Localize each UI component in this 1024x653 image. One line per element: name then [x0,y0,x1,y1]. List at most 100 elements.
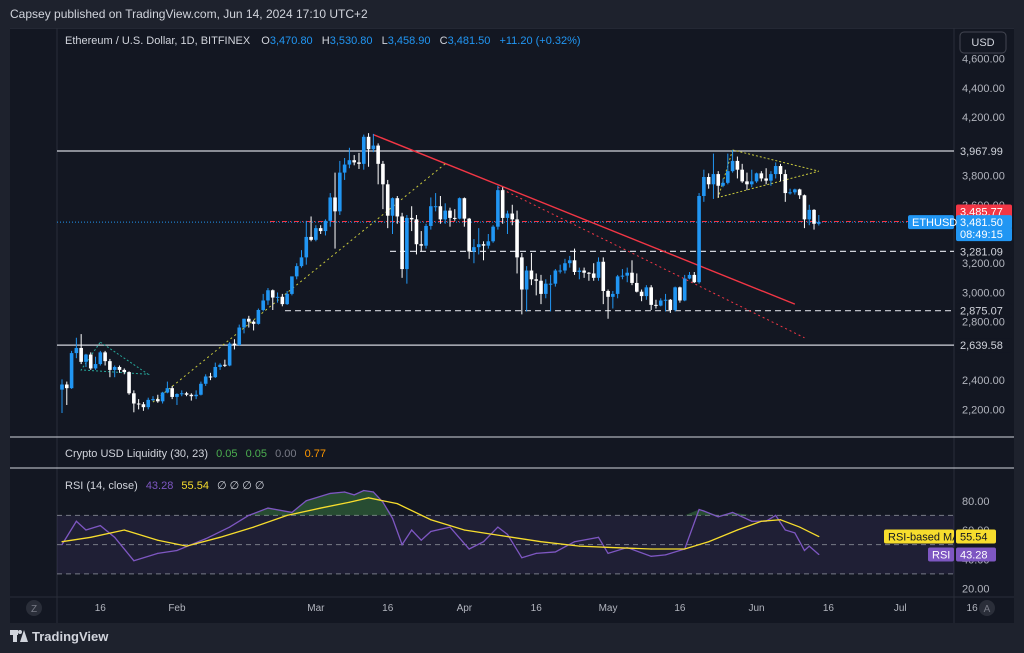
candle-body-2024-06-04[interactable] [769,174,773,181]
candle-body-2024-04-11[interactable] [510,213,515,220]
candle-body-2024-03-30[interactable] [452,217,457,219]
candle-body-2024-06-08[interactable] [788,192,792,194]
candle-body-2024-03-08[interactable] [347,160,352,165]
candle-body-2024-03-26[interactable] [433,206,438,208]
candle-body-2024-03-16[interactable] [385,184,390,216]
candle-body-2024-05-29[interactable] [740,169,744,182]
candle-body-2024-03-02[interactable] [318,228,323,232]
candle-body-2024-05-18[interactable] [687,274,692,279]
candle-body-2024-04-21[interactable] [558,270,562,272]
downtrend-line[interactable] [373,133,796,305]
candle-body-2024-05-25[interactable] [721,182,725,186]
candle-body-2024-03-21[interactable] [409,217,414,220]
candle-body-2024-06-12[interactable] [807,209,812,220]
candle-body-2024-01-10[interactable] [69,353,74,389]
candle-body-2024-05-08[interactable] [639,291,644,297]
candle-body-2024-01-22[interactable] [127,372,131,394]
candle-body-2024-03-11[interactable] [361,136,366,164]
candle-body-2024-02-10[interactable] [218,364,222,367]
candle-body-2024-01-19[interactable] [112,366,117,370]
candle-body-2024-02-08[interactable] [208,376,213,378]
candle-body-2024-05-17[interactable] [682,278,687,301]
candle-body-2024-03-06[interactable] [338,172,342,212]
candle-body-2024-02-20[interactable] [266,290,270,301]
candle-body-2024-03-25[interactable] [429,206,433,226]
candle-body-2024-04-03[interactable] [472,247,476,252]
candle-body-2024-04-16[interactable] [534,279,539,281]
candle-body-2024-01-15[interactable] [93,364,98,369]
candle-body-2024-02-21[interactable] [270,290,275,298]
candle-body-2024-03-12[interactable] [366,136,371,150]
candle-body-2024-01-09[interactable] [64,384,69,389]
candle-body-2024-03-13[interactable] [371,145,376,150]
candle-body-2024-03-24[interactable] [424,225,428,246]
candle-body-2024-01-29[interactable] [160,392,165,402]
candle-body-2024-03-15[interactable] [381,163,385,185]
candle-body-2024-06-06[interactable] [778,166,783,175]
candle-body-2024-04-14[interactable] [524,270,529,290]
horizontal-levels[interactable] [57,150,954,346]
uptrend-line[interactable] [152,163,446,403]
currency-button[interactable] [959,31,1007,54]
candle-body-2024-04-08[interactable] [496,190,500,227]
candle-body-2024-04-12[interactable] [515,219,519,258]
candle-body-2024-04-04[interactable] [476,244,481,248]
candle-body-2024-02-12[interactable] [227,343,232,366]
candle-body-2024-01-21[interactable] [122,369,127,373]
candle-body-2024-04-23[interactable] [567,260,572,264]
candle-body-2024-04-24[interactable] [572,260,577,272]
candle-body-2024-04-07[interactable] [491,226,495,242]
candle-body-2024-02-01[interactable] [175,394,179,397]
candle-body-2024-04-06[interactable] [486,241,491,246]
candle-body-2024-03-29[interactable] [448,210,452,218]
candle-body-2024-06-05[interactable] [773,166,778,175]
candle-body-2024-01-20[interactable] [117,366,122,370]
candle-body-2024-06-14[interactable] [817,222,821,224]
candle-body-2024-03-19[interactable] [400,216,404,270]
chart-canvas[interactable]: 4,600.004,400.004,200.003,800.003,600.00… [10,27,1014,623]
candle-body-2024-01-14[interactable] [88,354,93,369]
candle-body-2024-05-21[interactable] [702,176,706,196]
candle-body-2024-02-13[interactable] [232,343,237,346]
candle-body-2024-04-17[interactable] [539,280,543,294]
candle-body-2024-05-20[interactable] [697,195,701,283]
candle-body-2024-04-30[interactable] [601,261,606,291]
candle-body-2024-04-19[interactable] [548,283,553,285]
candle-body-2024-03-31[interactable] [457,198,462,219]
rsi-line[interactable] [61,489,820,562]
candle-body-2024-03-20[interactable] [405,217,409,270]
candle-body-2024-02-27[interactable] [299,257,304,267]
candle-body-2024-03-28[interactable] [443,210,447,220]
candle-body-2024-02-16[interactable] [247,318,251,322]
candle-body-2024-05-28[interactable] [735,160,740,170]
candle-body-2024-04-26[interactable] [582,270,586,273]
candle-body-2024-02-23[interactable] [280,296,285,305]
dotted-trend-line[interactable] [497,186,805,339]
auto-scale-button[interactable] [979,600,995,616]
candle-body-2024-01-08[interactable] [60,384,64,390]
candle-body-2024-01-28[interactable] [156,399,160,402]
candle-body-2024-01-30[interactable] [165,388,170,393]
candle-body-2024-06-07[interactable] [783,174,788,194]
candle-body-2024-05-06[interactable] [630,272,634,283]
auto-scale-left-button[interactable] [26,600,42,616]
candle-body-2024-02-02[interactable] [179,393,184,395]
candle-body-2024-02-28[interactable] [304,236,309,258]
candle-body-2024-05-07[interactable] [635,282,639,292]
candle-body-2024-04-29[interactable] [596,261,601,278]
candle-body-2024-05-09[interactable] [644,287,649,297]
candle-body-2024-03-09[interactable] [352,160,356,163]
candle-body-2024-05-24[interactable] [716,174,721,186]
candle-body-2024-02-04[interactable] [189,394,194,397]
candle-body-2024-04-18[interactable] [543,283,548,294]
candle-body-2024-05-14[interactable] [668,299,673,310]
candle-body-2024-04-13[interactable] [520,257,524,290]
rsi-ma-line[interactable] [61,497,820,550]
candle-body-2024-06-13[interactable] [812,209,816,224]
candle-body-2024-03-07[interactable] [342,164,347,173]
candle-body-2024-02-11[interactable] [223,364,227,366]
candle-body-2024-02-17[interactable] [251,321,256,324]
candle-body-2024-02-25[interactable] [290,276,294,294]
candle-body-2024-03-18[interactable] [395,198,400,217]
